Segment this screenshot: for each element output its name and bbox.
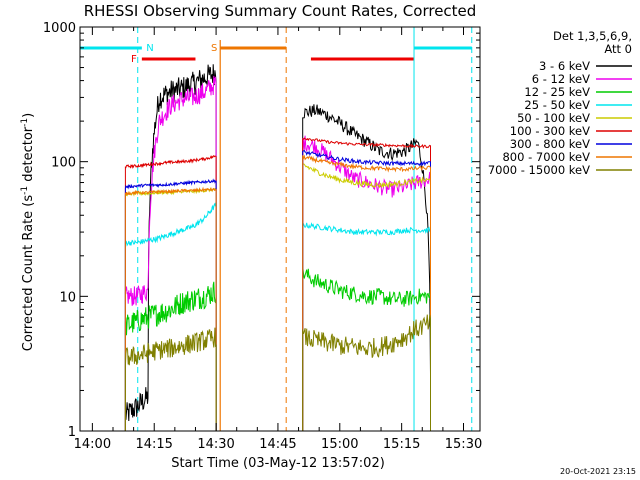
legend-label-4: 50 - 100 keV <box>517 111 590 125</box>
series-line-4-seg2 <box>302 161 431 431</box>
series-line-2-seg2 <box>302 266 431 431</box>
flag-label-s: S <box>211 43 217 54</box>
series-line-1-seg2 <box>302 135 431 431</box>
y-label-sup1: -1 <box>20 186 30 195</box>
series-line-0-seg1 <box>124 64 217 431</box>
x-tick-label-4: 15:00 <box>321 437 358 452</box>
x-tick-label-1: 14:15 <box>135 437 172 452</box>
attenuator-lines <box>137 27 473 431</box>
y-label-mid: detector <box>21 126 36 186</box>
y-axis-label: Corrected Count Rate (s-1 detector-1) <box>20 113 36 351</box>
flag-label-f: F <box>131 54 137 65</box>
series-line-2-seg1 <box>124 281 217 431</box>
series-line-0-seg2 <box>302 104 431 431</box>
series-line-8-seg1 <box>124 327 217 431</box>
series-line-5-seg2 <box>302 137 431 431</box>
legend-label-6: 300 - 800 keV <box>510 137 590 151</box>
y-tick-label-0: 1 <box>68 425 76 440</box>
series-line-7-seg1 <box>124 186 217 431</box>
x-tick-label-6: 15:30 <box>445 437 482 452</box>
observing-flags: NF S <box>80 43 472 65</box>
series-line-8-seg2 <box>302 314 431 431</box>
y-tick-label-1: 10 <box>59 290 76 305</box>
legend-label-5: 100 - 300 keV <box>510 124 590 138</box>
x-tick-label-2: 14:30 <box>197 437 234 452</box>
legend-label-2: 12 - 25 keV <box>524 85 590 99</box>
x-axis-label: Start Time (03-May-12 13:57:02) <box>171 456 385 471</box>
y-label-end: ) <box>21 113 36 118</box>
x-tick-label-0: 14:00 <box>74 437 111 452</box>
series-line-7-seg2 <box>302 154 431 431</box>
legend-header-line-2: Att 0 <box>604 42 632 56</box>
legend-header-line-1: Det 1,3,5,6,9, <box>553 29 632 43</box>
y-label-main: Corrected Count Rate (s <box>21 195 36 352</box>
legend-label-0: 3 - 6 keV <box>539 59 590 73</box>
series-line-6-seg1 <box>124 178 217 431</box>
legend-label-1: 6 - 12 keV <box>532 72 590 86</box>
series-line-3-seg2 <box>302 221 431 431</box>
series-line-6-seg2 <box>302 149 431 431</box>
x-axis-ticks: 14:00 14:15 14:30 14:45 15:00 15:15 15:30 <box>74 27 482 452</box>
y-tick-label-3: 1000 <box>43 21 76 36</box>
y-tick-label-2: 100 <box>51 156 76 171</box>
series-line-5-seg1 <box>124 154 217 431</box>
flag-label-n: N <box>146 43 153 54</box>
x-tick-label-3: 14:45 <box>259 437 296 452</box>
plot-area-frame <box>79 26 481 432</box>
y-label-sup2: -1 <box>20 118 30 127</box>
legend-label-7: 800 - 7000 keV <box>502 150 590 164</box>
legend-label-8: 7000 - 15000 keV <box>488 163 590 177</box>
x-tick-label-5: 15:15 <box>383 437 420 452</box>
series-line-1-seg1 <box>124 75 217 431</box>
series-lines <box>124 64 431 431</box>
y-axis-ticks: 1 10 100 1000 <box>43 21 480 440</box>
series-line-3-seg1 <box>124 202 217 431</box>
chart-title: RHESSI Observing Summary Count Rates, Co… <box>84 2 477 20</box>
generation-timestamp: 20-Oct-2021 23:15 <box>560 467 636 476</box>
legend-label-3: 25 - 50 keV <box>524 98 590 112</box>
